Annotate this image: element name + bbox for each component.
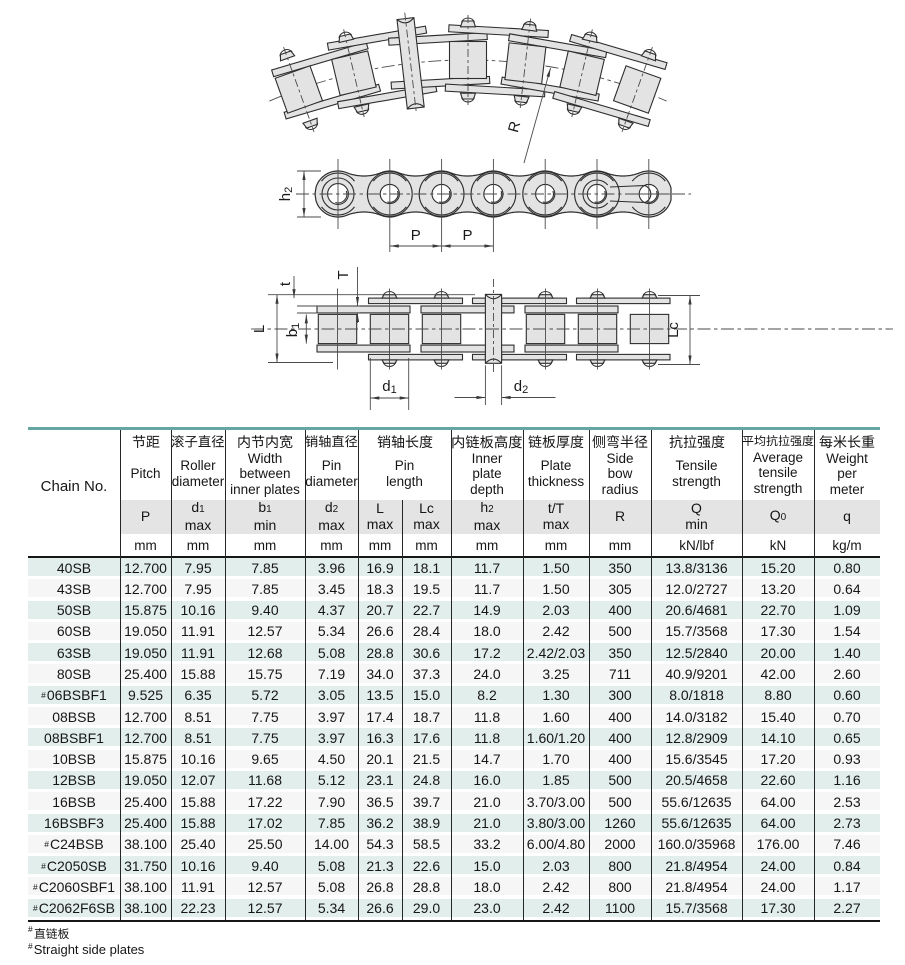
svg-text:t: t: [277, 281, 294, 286]
svg-text:d1: d1: [382, 378, 396, 396]
svg-text:L: L: [251, 325, 268, 333]
svg-text:P: P: [411, 227, 421, 244]
svg-text:b1: b1: [284, 323, 302, 337]
svg-text:Lc: Lc: [665, 322, 682, 338]
svg-text:R: R: [505, 119, 524, 134]
svg-text:T: T: [335, 270, 352, 279]
svg-text:h2: h2: [277, 187, 295, 201]
svg-text:P: P: [462, 227, 472, 244]
svg-text:d2: d2: [514, 378, 528, 396]
